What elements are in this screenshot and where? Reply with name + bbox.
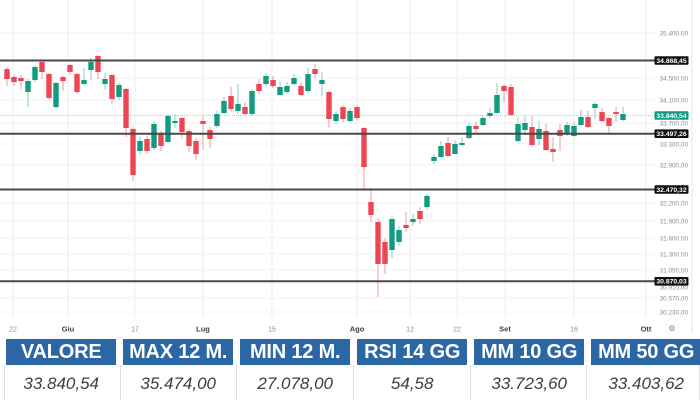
svg-text:22: 22	[453, 327, 461, 334]
svg-text:33.700,00: 33.700,00	[660, 120, 689, 127]
svg-text:32.470,32: 32.470,32	[656, 187, 686, 194]
svg-text:Ott: Ott	[641, 325, 652, 334]
svg-text:16: 16	[570, 327, 578, 334]
svg-text:31.600,00: 31.600,00	[660, 235, 689, 242]
svg-text:33.300,00: 33.300,00	[660, 141, 689, 148]
svg-text:17: 17	[131, 327, 139, 334]
svg-text:Set: Set	[499, 325, 511, 334]
svg-text:35.400,00: 35.400,00	[660, 30, 689, 37]
svg-text:34.868,45: 34.868,45	[656, 58, 686, 65]
svg-text:22: 22	[9, 327, 17, 334]
svg-text:34.100,00: 34.100,00	[660, 97, 689, 104]
svg-text:15: 15	[268, 327, 276, 334]
svg-text:32.200,00: 32.200,00	[660, 200, 689, 207]
svg-text:30.910,00: 30.910,00	[660, 284, 689, 291]
svg-text:30.870,03: 30.870,03	[656, 279, 686, 286]
svg-text:33.497,26: 33.497,26	[656, 131, 686, 138]
svg-text:34.500,00: 34.500,00	[660, 75, 689, 82]
svg-text:Lug: Lug	[196, 325, 210, 334]
svg-text:31.900,00: 31.900,00	[660, 218, 689, 225]
svg-text:12: 12	[406, 327, 414, 334]
svg-text:33.840,54: 33.840,54	[656, 113, 686, 120]
svg-text:⚙: ⚙	[668, 324, 675, 333]
svg-text:30.570,00: 30.570,00	[660, 295, 689, 302]
svg-text:30.230,00: 30.230,00	[660, 309, 689, 316]
svg-text:Ago: Ago	[350, 325, 365, 334]
svg-text:31.300,00: 31.300,00	[660, 251, 689, 258]
svg-text:32.900,00: 32.900,00	[660, 162, 689, 169]
svg-text:Giu: Giu	[62, 325, 75, 334]
svg-text:31.050,00: 31.050,00	[660, 267, 689, 274]
